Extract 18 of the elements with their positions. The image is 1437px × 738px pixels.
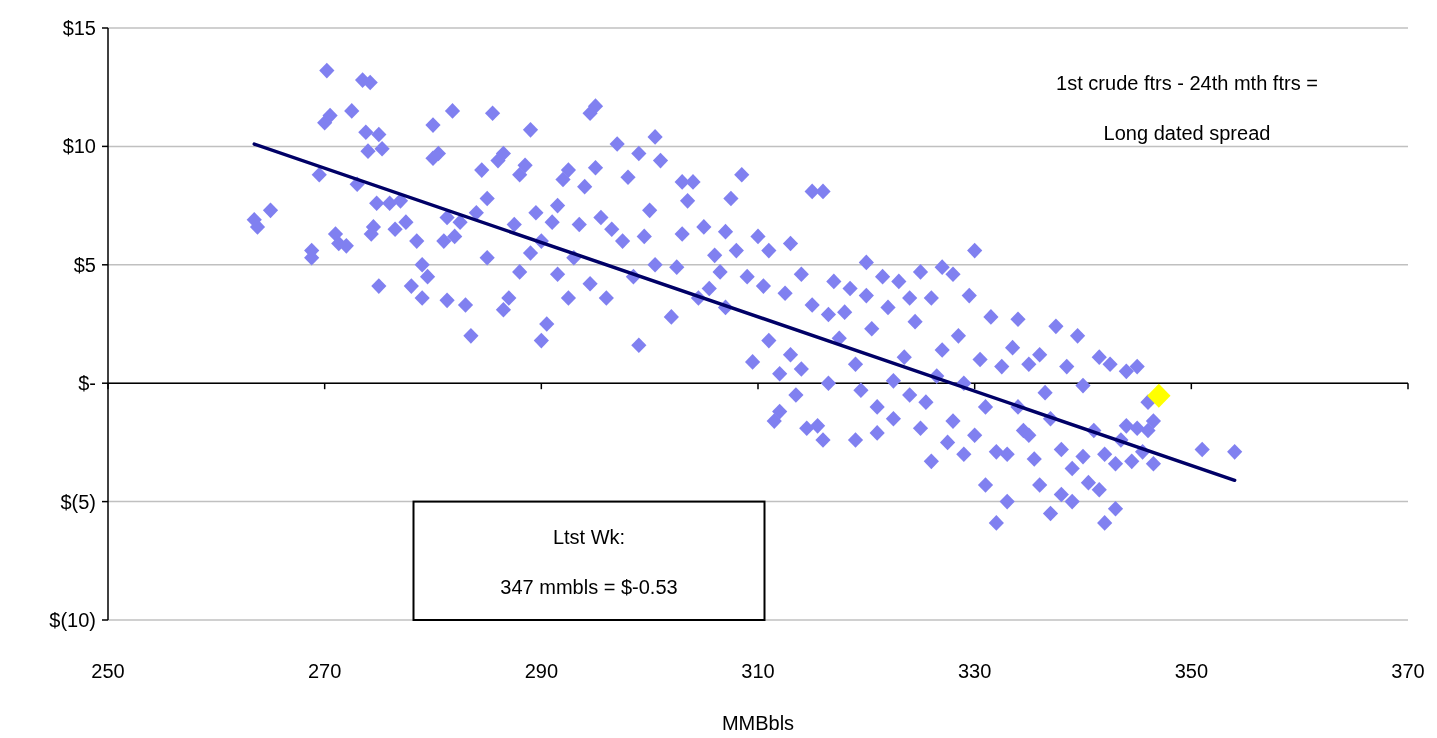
x-axis-title: MMBbls: [721, 712, 795, 734]
x-tick-label: 350: [1174, 660, 1209, 682]
y-tick-label: $(5): [60, 490, 96, 513]
x-tick-label: 290: [524, 660, 559, 682]
y-tick-label: $15: [62, 17, 96, 39]
x-tick-label: 370: [1391, 660, 1425, 682]
annotation: Ltst Wk:: [552, 525, 626, 548]
x-tick-label: 330: [957, 660, 992, 682]
x-tick-label: 310: [741, 660, 775, 682]
y-tick-label: $10: [62, 135, 96, 158]
x-tick-label: 250: [91, 660, 125, 682]
y-tick-label: $(10): [49, 609, 96, 631]
annotation: Long dated spread: [1103, 122, 1271, 144]
y-tick-label: $-: [78, 372, 96, 395]
y-tick-label: $5: [73, 253, 96, 276]
annotation: 347 mmbls = $-0.53: [500, 575, 678, 598]
x-tick-label: 270: [307, 660, 342, 682]
annotation: 1st crude ftrs - 24th mth ftrs =: [1056, 72, 1318, 94]
